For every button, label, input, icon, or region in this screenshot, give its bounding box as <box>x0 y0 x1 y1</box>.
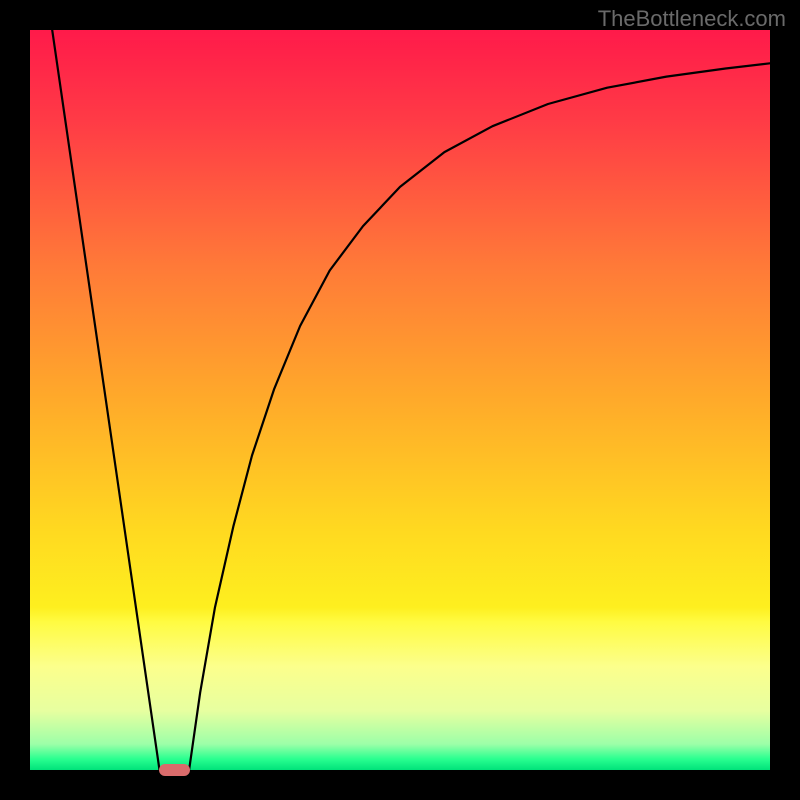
plot-area <box>30 30 770 770</box>
watermark-text: TheBottleneck.com <box>598 6 786 32</box>
optimal-range-marker <box>159 764 190 776</box>
bottleneck-curve <box>30 30 770 770</box>
